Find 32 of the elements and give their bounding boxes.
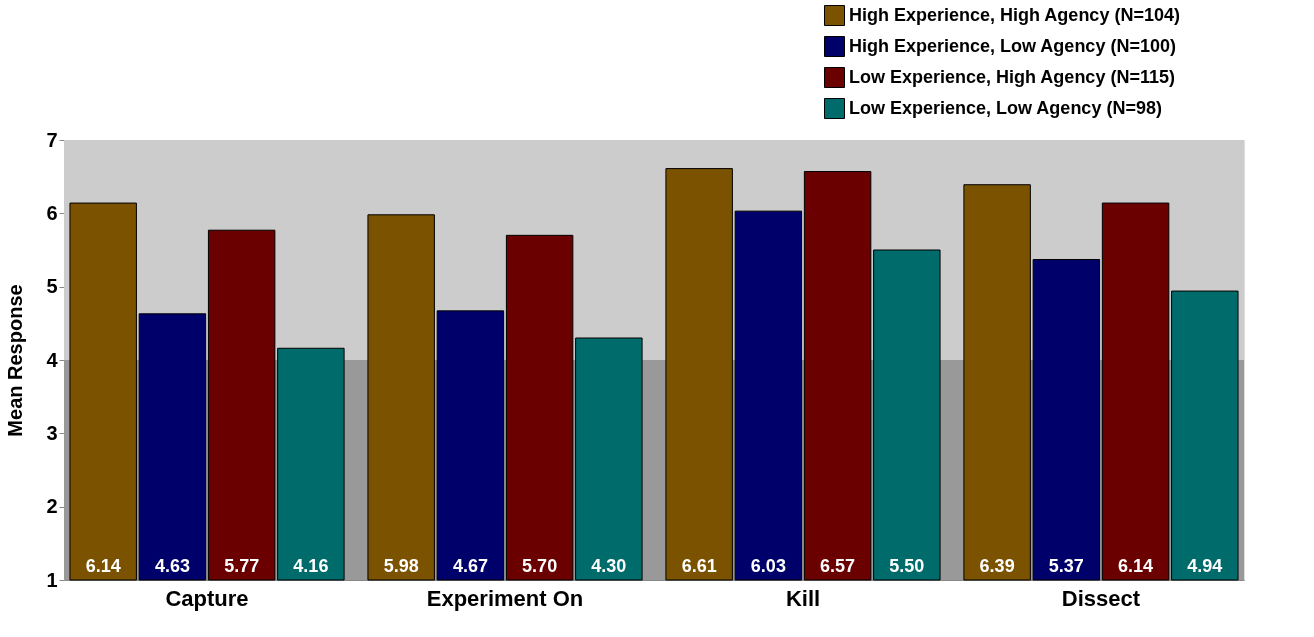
x-tick-label: Kill <box>785 585 821 611</box>
y-tick-label: 6 <box>46 201 58 224</box>
y-tick-label: 4 <box>46 348 59 371</box>
x-tick-label: Experiment On <box>426 585 584 611</box>
data-label: 5.37 <box>1048 556 1084 576</box>
y-tick-label: 1 <box>46 568 58 591</box>
y-axis-title: Mean Response <box>4 284 27 437</box>
y-tick-label: 5 <box>46 275 58 298</box>
x-tick-label: Dissect <box>1061 585 1141 611</box>
legend-label: High Experience, High Agency (N=104) <box>849 4 1180 25</box>
data-label: 4.63 <box>154 556 190 576</box>
data-label: 6.14 <box>1118 556 1154 576</box>
y-tick-label: 7 <box>46 128 58 151</box>
data-label: 6.39 <box>979 556 1015 576</box>
y-tick-label: 3 <box>46 421 58 444</box>
data-label: 6.03 <box>750 556 786 576</box>
data-label: 5.50 <box>889 556 925 576</box>
legend-label: Low Experience, Low Agency (N=98) <box>849 97 1162 118</box>
data-label: 4.16 <box>293 556 329 576</box>
data-label: 5.98 <box>383 556 419 576</box>
legend-label: Low Experience, High Agency (N=115) <box>849 66 1175 87</box>
data-label: 5.77 <box>224 556 260 576</box>
data-label: 6.57 <box>820 556 856 576</box>
x-tick-label: Capture <box>165 585 249 611</box>
data-label: 6.14 <box>85 556 121 576</box>
y-tick-label: 2 <box>46 495 58 518</box>
legend-label: High Experience, Low Agency (N=100) <box>849 35 1176 56</box>
data-label: 4.67 <box>452 556 488 576</box>
data-label: 4.94 <box>1187 556 1223 576</box>
data-label: 5.70 <box>522 556 558 576</box>
data-label: 4.30 <box>591 556 627 576</box>
data-label: 6.61 <box>681 556 717 576</box>
